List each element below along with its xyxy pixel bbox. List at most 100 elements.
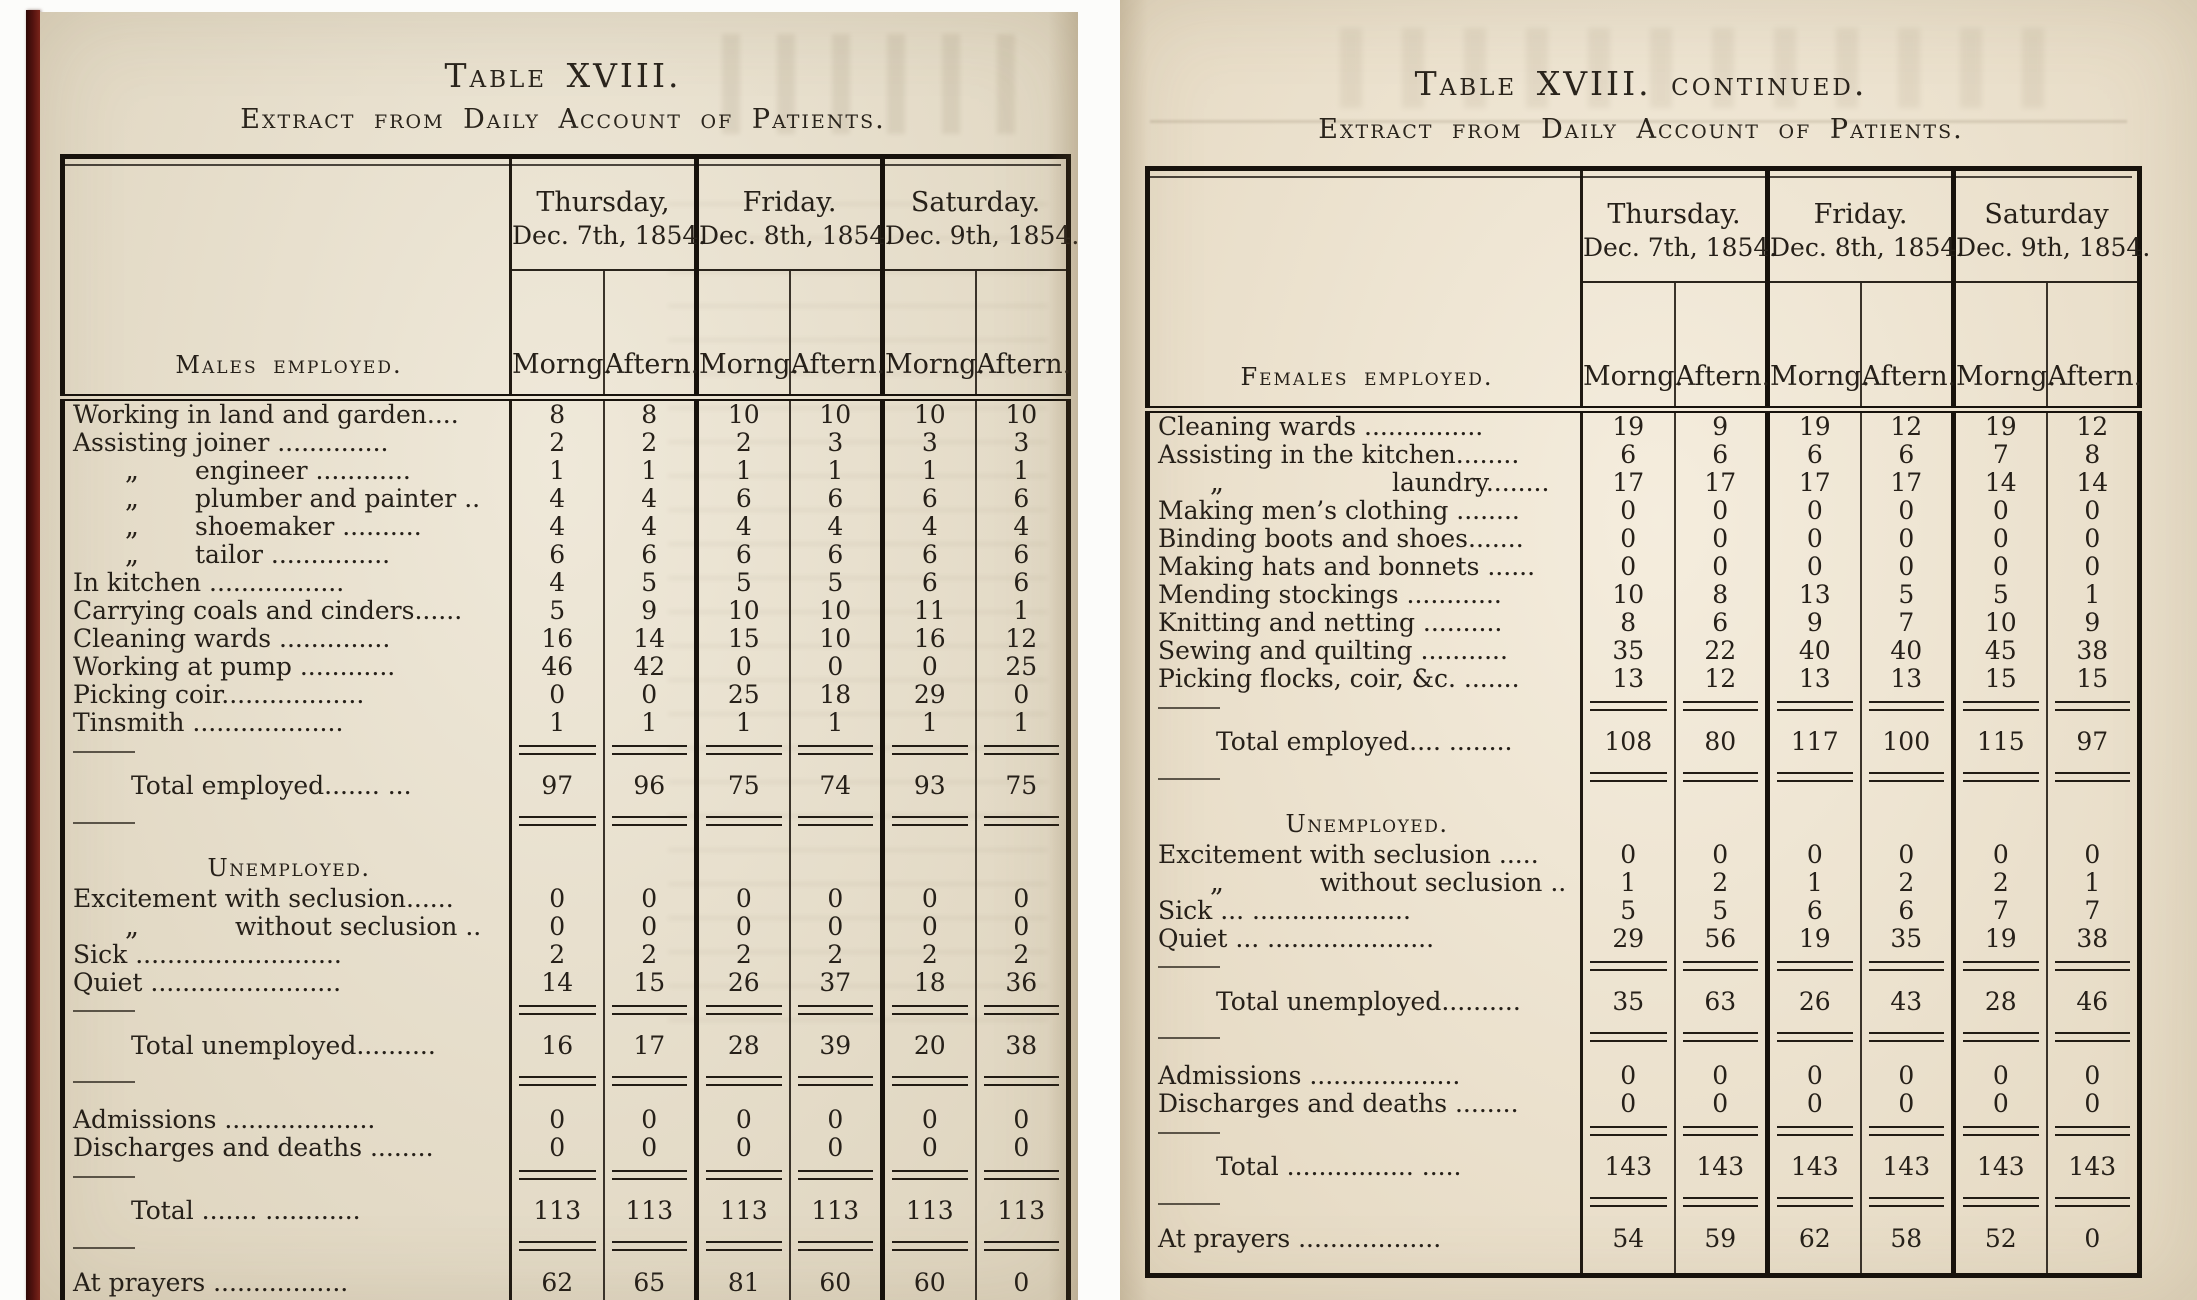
cell-value: 10 bbox=[880, 397, 976, 429]
cell-empty bbox=[880, 996, 976, 1023]
row-label bbox=[63, 997, 511, 1023]
section-rule bbox=[706, 1004, 782, 1015]
cell-value: 22 bbox=[1673, 637, 1768, 665]
cell-value: 0 bbox=[788, 653, 883, 681]
section-rule bbox=[983, 816, 1060, 827]
cell-empty bbox=[1580, 1189, 1675, 1216]
row-label-text: At prayers ................. bbox=[73, 1267, 349, 1297]
cell-value: 2 bbox=[1673, 868, 1768, 897]
table-row: At prayers .................. 54 59 62 58 52 0 bbox=[1148, 1215, 2140, 1261]
separator-row bbox=[63, 996, 1069, 1023]
section-rule bbox=[2054, 701, 2131, 712]
cell-value: 9 bbox=[1765, 609, 1861, 637]
cell-value: 6 bbox=[880, 569, 976, 597]
row-label-text: Making men’s clothing ........ bbox=[1158, 497, 1520, 525]
row-label-text: Total employed.... ........ bbox=[1216, 727, 1513, 757]
cell-empty bbox=[1859, 1118, 1954, 1145]
row-label: Making men’s clothing ........ bbox=[1148, 497, 1582, 525]
subcolumn-header: Aftern. bbox=[1859, 282, 1956, 413]
cell-value: 6 bbox=[509, 541, 604, 569]
row-label-text: Quiet ........................ bbox=[73, 968, 342, 997]
cell-empty bbox=[1580, 693, 1675, 720]
row-label: Tinsmith ................... bbox=[63, 709, 511, 737]
cell-value: 35 bbox=[1859, 924, 1954, 953]
section-rule bbox=[1868, 1031, 1945, 1042]
cell-value: 2 bbox=[880, 940, 976, 969]
cell-value: 63 bbox=[1673, 978, 1768, 1024]
row-label: Total ................ ..... bbox=[1148, 1144, 1582, 1189]
cell-value: 0 bbox=[1765, 1090, 1861, 1118]
cell-value: 7 bbox=[1951, 896, 2047, 925]
cell-empty bbox=[694, 1094, 790, 1106]
row-label-text: without seclusion .. bbox=[235, 912, 482, 941]
cell-empty bbox=[694, 834, 790, 885]
table-row: Admissions ................... 0 0 0 0 0 0 bbox=[63, 1106, 1069, 1134]
row-label: Total employed....... ... bbox=[63, 763, 511, 808]
row-label: Knitting and netting .......... bbox=[1148, 609, 1582, 637]
cell-value: 6 bbox=[880, 485, 976, 513]
cell-value: 2 bbox=[694, 940, 790, 969]
cell-value: 1 bbox=[880, 709, 976, 737]
cell-empty bbox=[1673, 1023, 1768, 1050]
table-row: Cleaning wards ............... 19 9 19 12 19 1… bbox=[1148, 409, 2140, 441]
table-row: „ engineer ............ 1 1 1 1 1 1 bbox=[63, 457, 1069, 485]
cell-value: 6 bbox=[1765, 441, 1861, 469]
cell-value: 74 bbox=[788, 763, 883, 809]
cell-empty bbox=[1859, 1023, 1954, 1050]
cell-value: 0 bbox=[974, 1134, 1069, 1162]
cell-value: 93 bbox=[880, 763, 976, 809]
row-label: „ plumber and painter .. bbox=[63, 485, 511, 513]
cell-value: 60 bbox=[880, 1259, 976, 1300]
row-label: Admissions ................... bbox=[1148, 1062, 1582, 1090]
cell-value: 65 bbox=[602, 1259, 697, 1300]
cell-value: 5 bbox=[1951, 581, 2047, 609]
cell-empty bbox=[1765, 790, 1861, 841]
section-rule bbox=[892, 745, 968, 756]
cell-value: 0 bbox=[1580, 1062, 1675, 1090]
section-rule bbox=[2054, 1197, 2131, 1208]
row-label: Total unemployed.......... bbox=[1148, 979, 1582, 1024]
row-label: „ shoemaker .......... bbox=[63, 513, 511, 541]
cell-value: 29 bbox=[1580, 924, 1675, 953]
cell-value: 12 bbox=[974, 625, 1069, 653]
separator-row bbox=[1148, 1118, 2140, 1145]
cell-value: 80 bbox=[1673, 719, 1768, 765]
cell-value: 38 bbox=[2045, 924, 2140, 953]
row-label bbox=[63, 1094, 511, 1106]
rule-dash bbox=[1158, 966, 1220, 968]
cell-value: 12 bbox=[2045, 409, 2140, 441]
row-label-text: Cleaning wards .............. bbox=[73, 625, 391, 653]
cell-empty bbox=[2045, 1260, 2140, 1275]
cell-value: 0 bbox=[1580, 1090, 1675, 1118]
cell-value: 143 bbox=[1765, 1144, 1861, 1190]
cell-value: 13 bbox=[1765, 665, 1861, 693]
cell-value: 2 bbox=[509, 940, 604, 969]
section-rule bbox=[892, 816, 968, 827]
section-rule bbox=[892, 1075, 968, 1086]
cell-empty bbox=[974, 737, 1069, 764]
table-row: Excitement with seclusion...... 0 0 0 0 0 0 bbox=[63, 884, 1069, 913]
cell-empty bbox=[974, 808, 1069, 835]
row-label-text: Tinsmith ................... bbox=[73, 709, 344, 737]
cell-value: 0 bbox=[880, 1106, 976, 1134]
row-label-text: Assisting in the kitchen........ bbox=[1158, 441, 1520, 469]
section-rule bbox=[1963, 1031, 2039, 1042]
cell-value: 115 bbox=[1951, 719, 2047, 765]
cell-value: 108 bbox=[1580, 719, 1675, 765]
row-label: In kitchen ................. bbox=[63, 569, 511, 597]
cell-value: 0 bbox=[1580, 553, 1675, 581]
cell-value: 13 bbox=[1765, 581, 1861, 609]
day-header-row: Thursday, Dec. 7th, 1854. Friday. Dec. 8… bbox=[63, 156, 1079, 271]
row-label: „ without seclusion .. bbox=[1148, 869, 1582, 897]
cell-value: 0 bbox=[509, 884, 604, 913]
cell-value: 0 bbox=[2045, 1215, 2140, 1261]
cell-value: 8 bbox=[1673, 581, 1768, 609]
cell-value: 10 bbox=[788, 597, 883, 625]
cell-empty bbox=[880, 1094, 976, 1106]
section-rule bbox=[1963, 1126, 2039, 1137]
section-rule bbox=[1590, 772, 1667, 783]
cell-value: 46 bbox=[509, 653, 604, 681]
section-heading-row: Unemployed. bbox=[1148, 790, 2140, 841]
row-label-text: Unemployed. bbox=[1285, 809, 1449, 838]
cell-value: 0 bbox=[602, 1134, 697, 1162]
